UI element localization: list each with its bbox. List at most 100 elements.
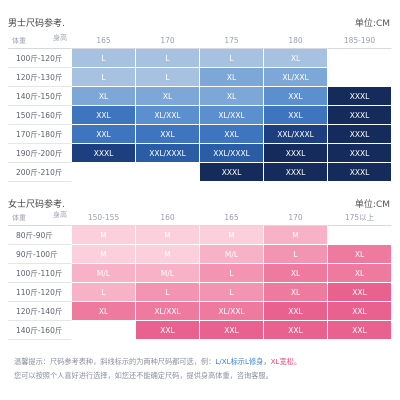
men-size-row: 140斤-150斤 XL XL XL XXL XXXL	[8, 87, 392, 106]
women-section-header: 女士尺码参考. 单位:CM	[8, 196, 390, 210]
women-height-header: 170	[264, 209, 328, 226]
size-cell: XXL	[264, 87, 328, 106]
size-cell: XXL	[264, 321, 328, 340]
size-cell: M/L	[136, 264, 200, 283]
size-cell: XXL/XXXL	[136, 144, 200, 163]
size-cell: XL	[136, 87, 200, 106]
size-cell	[328, 226, 392, 245]
women-weight-label: 140斤-160斤	[8, 321, 72, 340]
women-height-header: 175以上	[328, 209, 392, 226]
size-cell: XXL	[328, 302, 392, 321]
size-cell	[72, 163, 136, 182]
size-cell: XXXL	[328, 144, 392, 163]
men-weight-label: 120斤-130斤	[8, 68, 72, 87]
size-cell	[328, 68, 392, 87]
size-cell	[136, 163, 200, 182]
men-size-row: 120斤-130斤 L L XL XL/XXL	[8, 68, 392, 87]
tip-example-loose: XL宽松。	[270, 357, 302, 366]
size-cell: M	[72, 245, 136, 264]
men-weight-label: 200斤-210斤	[8, 163, 72, 182]
size-cell: XXXL	[264, 163, 328, 182]
size-cell: M	[136, 226, 200, 245]
women-weight-label: 120斤-140斤	[8, 302, 72, 321]
men-size-row: 190斤-200斤 XXXL XXL/XXXL XXL/XXXL XXXL XX…	[8, 144, 392, 163]
men-corner-weight-label: 体重	[12, 37, 26, 45]
size-cell: XXXL	[72, 144, 136, 163]
men-title: 男士尺码参考.	[8, 18, 65, 29]
women-title: 女士尺码参考.	[8, 199, 65, 210]
size-cell	[72, 321, 136, 340]
size-cell: XXL/XXXL	[200, 144, 264, 163]
size-cell: XL	[72, 302, 136, 321]
size-cell: XL/XXL	[200, 302, 264, 321]
size-cell: XXXL	[328, 87, 392, 106]
women-unit: 单位:CM	[354, 199, 390, 210]
size-cell	[328, 49, 392, 68]
size-cell: XXXL	[200, 163, 264, 182]
women-height-header: 165	[200, 209, 264, 226]
men-section-header: 男士尺码参考. 单位:CM	[8, 15, 390, 29]
men-size-row: 100斤-120斤 L L L XL	[8, 49, 392, 68]
women-weight-label: 110斤-120斤	[8, 283, 72, 302]
size-cell: XXL/XXXL	[264, 125, 328, 144]
women-size-row: 90斤-100斤 M M M/L L XL	[8, 245, 392, 264]
size-cell: L	[136, 49, 200, 68]
size-cell: L	[200, 49, 264, 68]
women-corner-height-label: 身高	[53, 211, 67, 219]
women-height-header: 150-155	[72, 209, 136, 226]
men-unit: 单位:CM	[354, 18, 390, 29]
size-cell: M	[200, 226, 264, 245]
women-size-row: 110斤-120斤 L L L XL XXL	[8, 283, 392, 302]
size-cell: L	[136, 283, 200, 302]
tip-prefix: 温馨提示：尺码参考表种，斜线标示的为两种尺码都可选，例：	[14, 357, 216, 366]
size-cell: XXXL	[328, 125, 392, 144]
size-cell: XL	[200, 87, 264, 106]
women-size-row: 140斤-160斤 XXL XXL XXL XXL	[8, 321, 392, 340]
women-weight-label: 90斤-100斤	[8, 245, 72, 264]
men-height-header: 175	[200, 32, 264, 49]
size-cell: M	[72, 226, 136, 245]
women-weight-label: 100斤-110斤	[8, 264, 72, 283]
women-height-header: 160	[136, 209, 200, 226]
men-weight-label: 170斤-180斤	[8, 125, 72, 144]
size-cell: XXL	[264, 106, 328, 125]
men-weight-label: 150斤-160斤	[8, 106, 72, 125]
men-weight-label: 190斤-200斤	[8, 144, 72, 163]
men-corner-cell: 身高 体重	[8, 32, 72, 49]
size-cell: XL/XXL	[136, 106, 200, 125]
size-cell: L	[72, 49, 136, 68]
size-cell: L	[200, 283, 264, 302]
size-cell: XL/XXL	[200, 106, 264, 125]
men-size-row: 200斤-210斤 XXXL XXXL XXXL	[8, 163, 392, 182]
men-weight-label: 140斤-150斤	[8, 87, 72, 106]
size-cell: XL	[328, 245, 392, 264]
tip-line-2: 您可以按照个人喜好进行选择，如您还不能确定尺码，提供身高体重，咨询客服。	[14, 371, 273, 380]
women-size-row: 120斤-140斤 XL XL/XXL XL/XXL XXL XXL	[8, 302, 392, 321]
size-cell: M	[136, 245, 200, 264]
men-height-row: 身高 体重 165 170 175 180 185-190	[8, 32, 392, 49]
size-cell: XXL	[200, 321, 264, 340]
size-cell: XXL	[136, 125, 200, 144]
size-cell: XXL	[264, 302, 328, 321]
women-size-row: 80斤-90斤 M M M M	[8, 226, 392, 245]
size-cell: XXL	[328, 283, 392, 302]
size-cell: XL	[264, 49, 328, 68]
size-cell: L	[72, 68, 136, 87]
men-height-header: 185-190	[328, 32, 392, 49]
diagonal-line-icon	[8, 32, 71, 48]
size-cell: XXL	[136, 321, 200, 340]
size-cell: L	[200, 264, 264, 283]
size-cell: XXL	[72, 125, 136, 144]
diagonal-line-icon	[8, 209, 71, 225]
women-weight-label: 80斤-90斤	[8, 226, 72, 245]
men-height-header: 165	[72, 32, 136, 49]
size-cell: M	[264, 226, 328, 245]
size-cell: XXL	[200, 125, 264, 144]
men-weight-label: 100斤-120斤	[8, 49, 72, 68]
men-height-header: 180	[264, 32, 328, 49]
women-corner-cell: 身高 体重	[8, 209, 72, 226]
size-cell: XL/XXL	[136, 302, 200, 321]
size-tip-note: 温馨提示：尺码参考表种，斜线标示的为两种尺码都可选，例：L/XL标示L修身，XL…	[14, 355, 390, 383]
men-height-header: 170	[136, 32, 200, 49]
size-cell: XXXL	[328, 106, 392, 125]
